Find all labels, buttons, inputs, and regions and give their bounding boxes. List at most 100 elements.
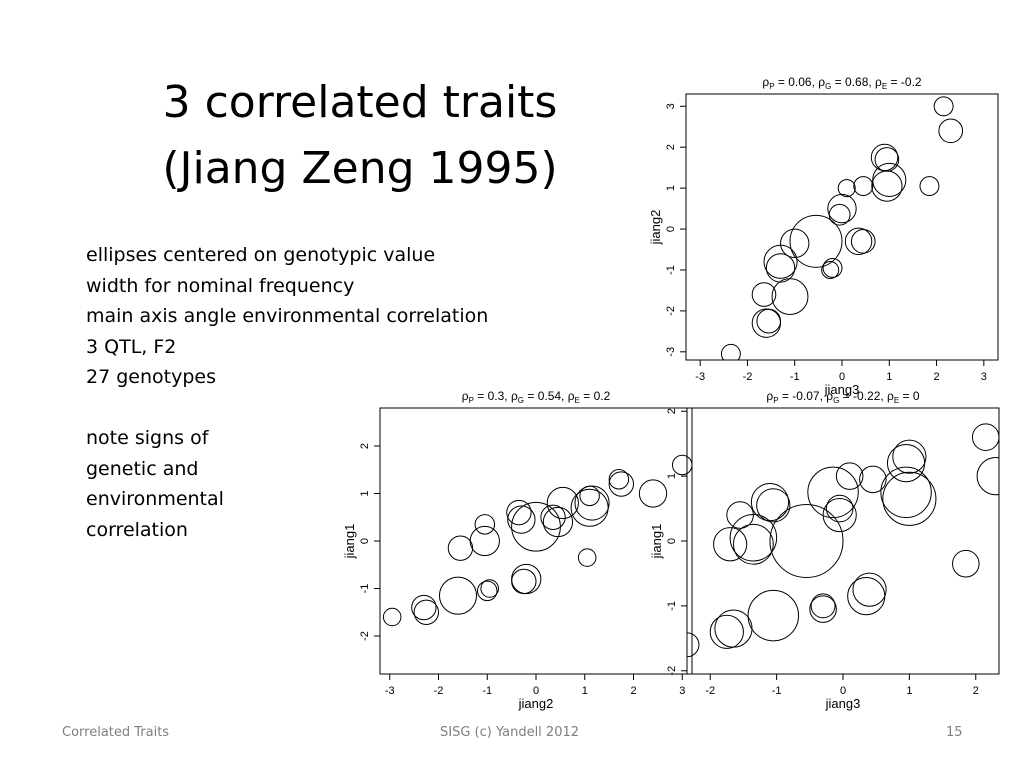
- y-tick-label: 0: [359, 538, 371, 544]
- bullet-line: 3 QTL, F2: [86, 335, 177, 358]
- data-ellipse: [933, 96, 954, 117]
- data-ellipse: [821, 260, 840, 279]
- y-tick-label: -2: [359, 631, 371, 641]
- data-points: [720, 96, 964, 360]
- slide-title-line1: 3 correlated traits: [162, 77, 558, 128]
- data-ellipse: [976, 457, 999, 496]
- data-ellipse: [847, 577, 886, 616]
- data-ellipse: [756, 308, 782, 334]
- data-ellipse: [859, 465, 887, 494]
- x-tick-label: -3: [385, 685, 395, 697]
- data-ellipse: [542, 506, 574, 538]
- data-ellipse: [511, 563, 542, 595]
- y-tick-label: 0: [665, 226, 677, 232]
- y-tick-label: 3: [665, 103, 677, 109]
- scatter-plot-jiang3-jiang2: ρP = 0.06, ρG = 0.68, ρE = -0.2 -3 -2 -1 0 1 2…: [648, 75, 999, 397]
- data-ellipse: [765, 253, 796, 283]
- x-tick-label: 1: [582, 685, 588, 697]
- x-tick-label: 0: [839, 371, 845, 383]
- data-ellipse: [809, 595, 837, 623]
- bullet-line: width for nominal frequency: [86, 274, 355, 297]
- footer-page-number: 15: [946, 725, 963, 740]
- x-tick-label: 1: [886, 371, 892, 383]
- data-ellipse: [546, 486, 579, 520]
- data-ellipse: [825, 494, 854, 523]
- data-ellipse: [469, 525, 500, 557]
- data-ellipse: [751, 282, 777, 307]
- scatter-plot-jiang2-jiang1: ρP = 0.3, ρG = 0.54, ρE = 0.2 -3 -2 -1 0 1 2 3 j…: [342, 389, 693, 711]
- data-ellipse: [540, 504, 566, 530]
- data-ellipse: [506, 499, 532, 526]
- slide-title-line2: (Jiang Zeng 1995): [162, 143, 558, 194]
- data-ellipse: [827, 193, 857, 224]
- x-tick-label: 1: [906, 685, 912, 697]
- data-ellipse: [709, 614, 744, 649]
- data-ellipse: [413, 599, 439, 625]
- data-ellipse: [447, 535, 474, 561]
- x-axis-label: jiang3: [824, 382, 860, 397]
- x-tick-label: 0: [840, 685, 846, 697]
- data-ellipse: [507, 505, 536, 534]
- y-axis-label: jiang1: [649, 524, 664, 560]
- data-ellipse: [756, 488, 791, 523]
- data-ellipse: [638, 479, 668, 508]
- data-ellipse: [382, 607, 402, 627]
- data-ellipse: [751, 308, 782, 338]
- x-tick-label: 0: [533, 685, 539, 697]
- data-ellipse: [938, 118, 964, 144]
- data-ellipse: [511, 568, 537, 595]
- x-tick-label: 2: [630, 685, 636, 697]
- plot-title: ρP = 0.06, ρG = 0.68, ρE = -0.2: [762, 75, 921, 91]
- data-points: [382, 454, 692, 627]
- plot-frame: [685, 93, 999, 361]
- x-tick-label: -1: [772, 685, 782, 697]
- data-points: [687, 423, 999, 658]
- x-axis-label: jiang3: [825, 696, 861, 711]
- data-ellipse: [726, 501, 754, 529]
- bullet-line: correlation: [86, 518, 188, 541]
- data-ellipse: [886, 444, 926, 483]
- y-tick-label: 2: [359, 443, 371, 449]
- data-ellipse: [850, 229, 876, 254]
- x-tick-label: -2: [743, 371, 753, 383]
- data-ellipse: [474, 514, 496, 535]
- data-ellipse: [771, 278, 809, 316]
- data-ellipse: [411, 594, 437, 621]
- x-tick-label: 2: [933, 371, 939, 383]
- bullet-list: ellipses centered on genotypic value wid…: [86, 240, 488, 545]
- data-ellipse: [844, 227, 873, 256]
- data-ellipse: [789, 214, 843, 268]
- data-ellipse: [919, 176, 940, 197]
- data-ellipse: [714, 609, 753, 648]
- y-axis-label: jiang2: [648, 210, 663, 246]
- x-tick-label: 2: [973, 685, 979, 697]
- data-ellipse: [780, 228, 810, 259]
- scatter-plot-jiang3-jiang1: ρP = -0.07, ρG = -0.22, ρE = 0 -2 -1 0 1 2 jia…: [649, 389, 1000, 711]
- y-tick-label: -3: [665, 347, 677, 357]
- data-ellipse: [732, 523, 774, 565]
- bullet-line: environmental: [86, 488, 224, 510]
- y-tick-label: -2: [665, 306, 677, 316]
- data-ellipse: [828, 203, 851, 226]
- data-ellipse: [769, 503, 844, 579]
- y-tick-label: 1: [359, 490, 371, 496]
- footer-left: Correlated Traits: [62, 725, 170, 740]
- data-ellipse: [763, 244, 798, 279]
- x-tick-label: -1: [790, 371, 800, 383]
- data-ellipse: [438, 576, 478, 615]
- data-ellipse: [871, 170, 903, 202]
- footer-center: SISG (c) Yandell 2012: [440, 725, 580, 740]
- slide-title: 3 correlated traits (Jiang Zeng 1995): [100, 70, 620, 202]
- data-ellipse: [477, 580, 498, 602]
- data-ellipse: [810, 593, 836, 619]
- x-tick-label: -3: [695, 371, 705, 383]
- bullet-line: note signs of: [86, 427, 209, 449]
- data-ellipse: [579, 485, 600, 507]
- data-ellipse: [750, 482, 790, 522]
- y-tick-label: -1: [665, 265, 677, 275]
- bullet-line: genetic and: [86, 457, 199, 480]
- data-ellipse: [852, 572, 887, 607]
- data-ellipse: [577, 548, 597, 567]
- bullet-line: 27 genotypes: [86, 366, 216, 388]
- data-ellipse: [807, 466, 859, 519]
